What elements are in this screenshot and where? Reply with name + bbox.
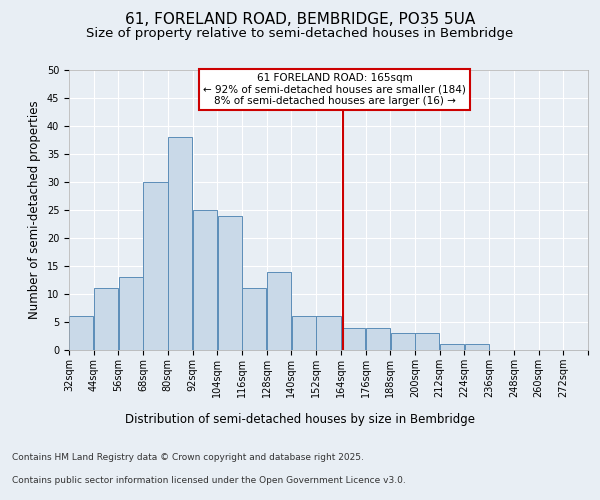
Bar	[94, 288, 118, 350]
Bar	[316, 316, 341, 350]
Bar	[168, 137, 193, 350]
Bar	[267, 272, 291, 350]
Text: Contains public sector information licensed under the Open Government Licence v3: Contains public sector information licen…	[12, 476, 406, 485]
Bar	[341, 328, 365, 350]
Bar	[119, 277, 143, 350]
Bar	[193, 210, 217, 350]
Text: Size of property relative to semi-detached houses in Bembridge: Size of property relative to semi-detach…	[86, 28, 514, 40]
Bar	[440, 344, 464, 350]
Bar	[415, 333, 439, 350]
Y-axis label: Number of semi-detached properties: Number of semi-detached properties	[28, 100, 41, 320]
Text: 61 FORELAND ROAD: 165sqm
← 92% of semi-detached houses are smaller (184)
8% of s: 61 FORELAND ROAD: 165sqm ← 92% of semi-d…	[203, 73, 466, 106]
Bar	[242, 288, 266, 350]
Bar	[69, 316, 94, 350]
Bar	[218, 216, 242, 350]
Bar	[292, 316, 316, 350]
Text: 61, FORELAND ROAD, BEMBRIDGE, PO35 5UA: 61, FORELAND ROAD, BEMBRIDGE, PO35 5UA	[125, 12, 475, 28]
Text: Contains HM Land Registry data © Crown copyright and database right 2025.: Contains HM Land Registry data © Crown c…	[12, 454, 364, 462]
Bar	[366, 328, 390, 350]
Bar	[391, 333, 415, 350]
Text: Distribution of semi-detached houses by size in Bembridge: Distribution of semi-detached houses by …	[125, 412, 475, 426]
Bar	[143, 182, 167, 350]
Bar	[464, 344, 489, 350]
